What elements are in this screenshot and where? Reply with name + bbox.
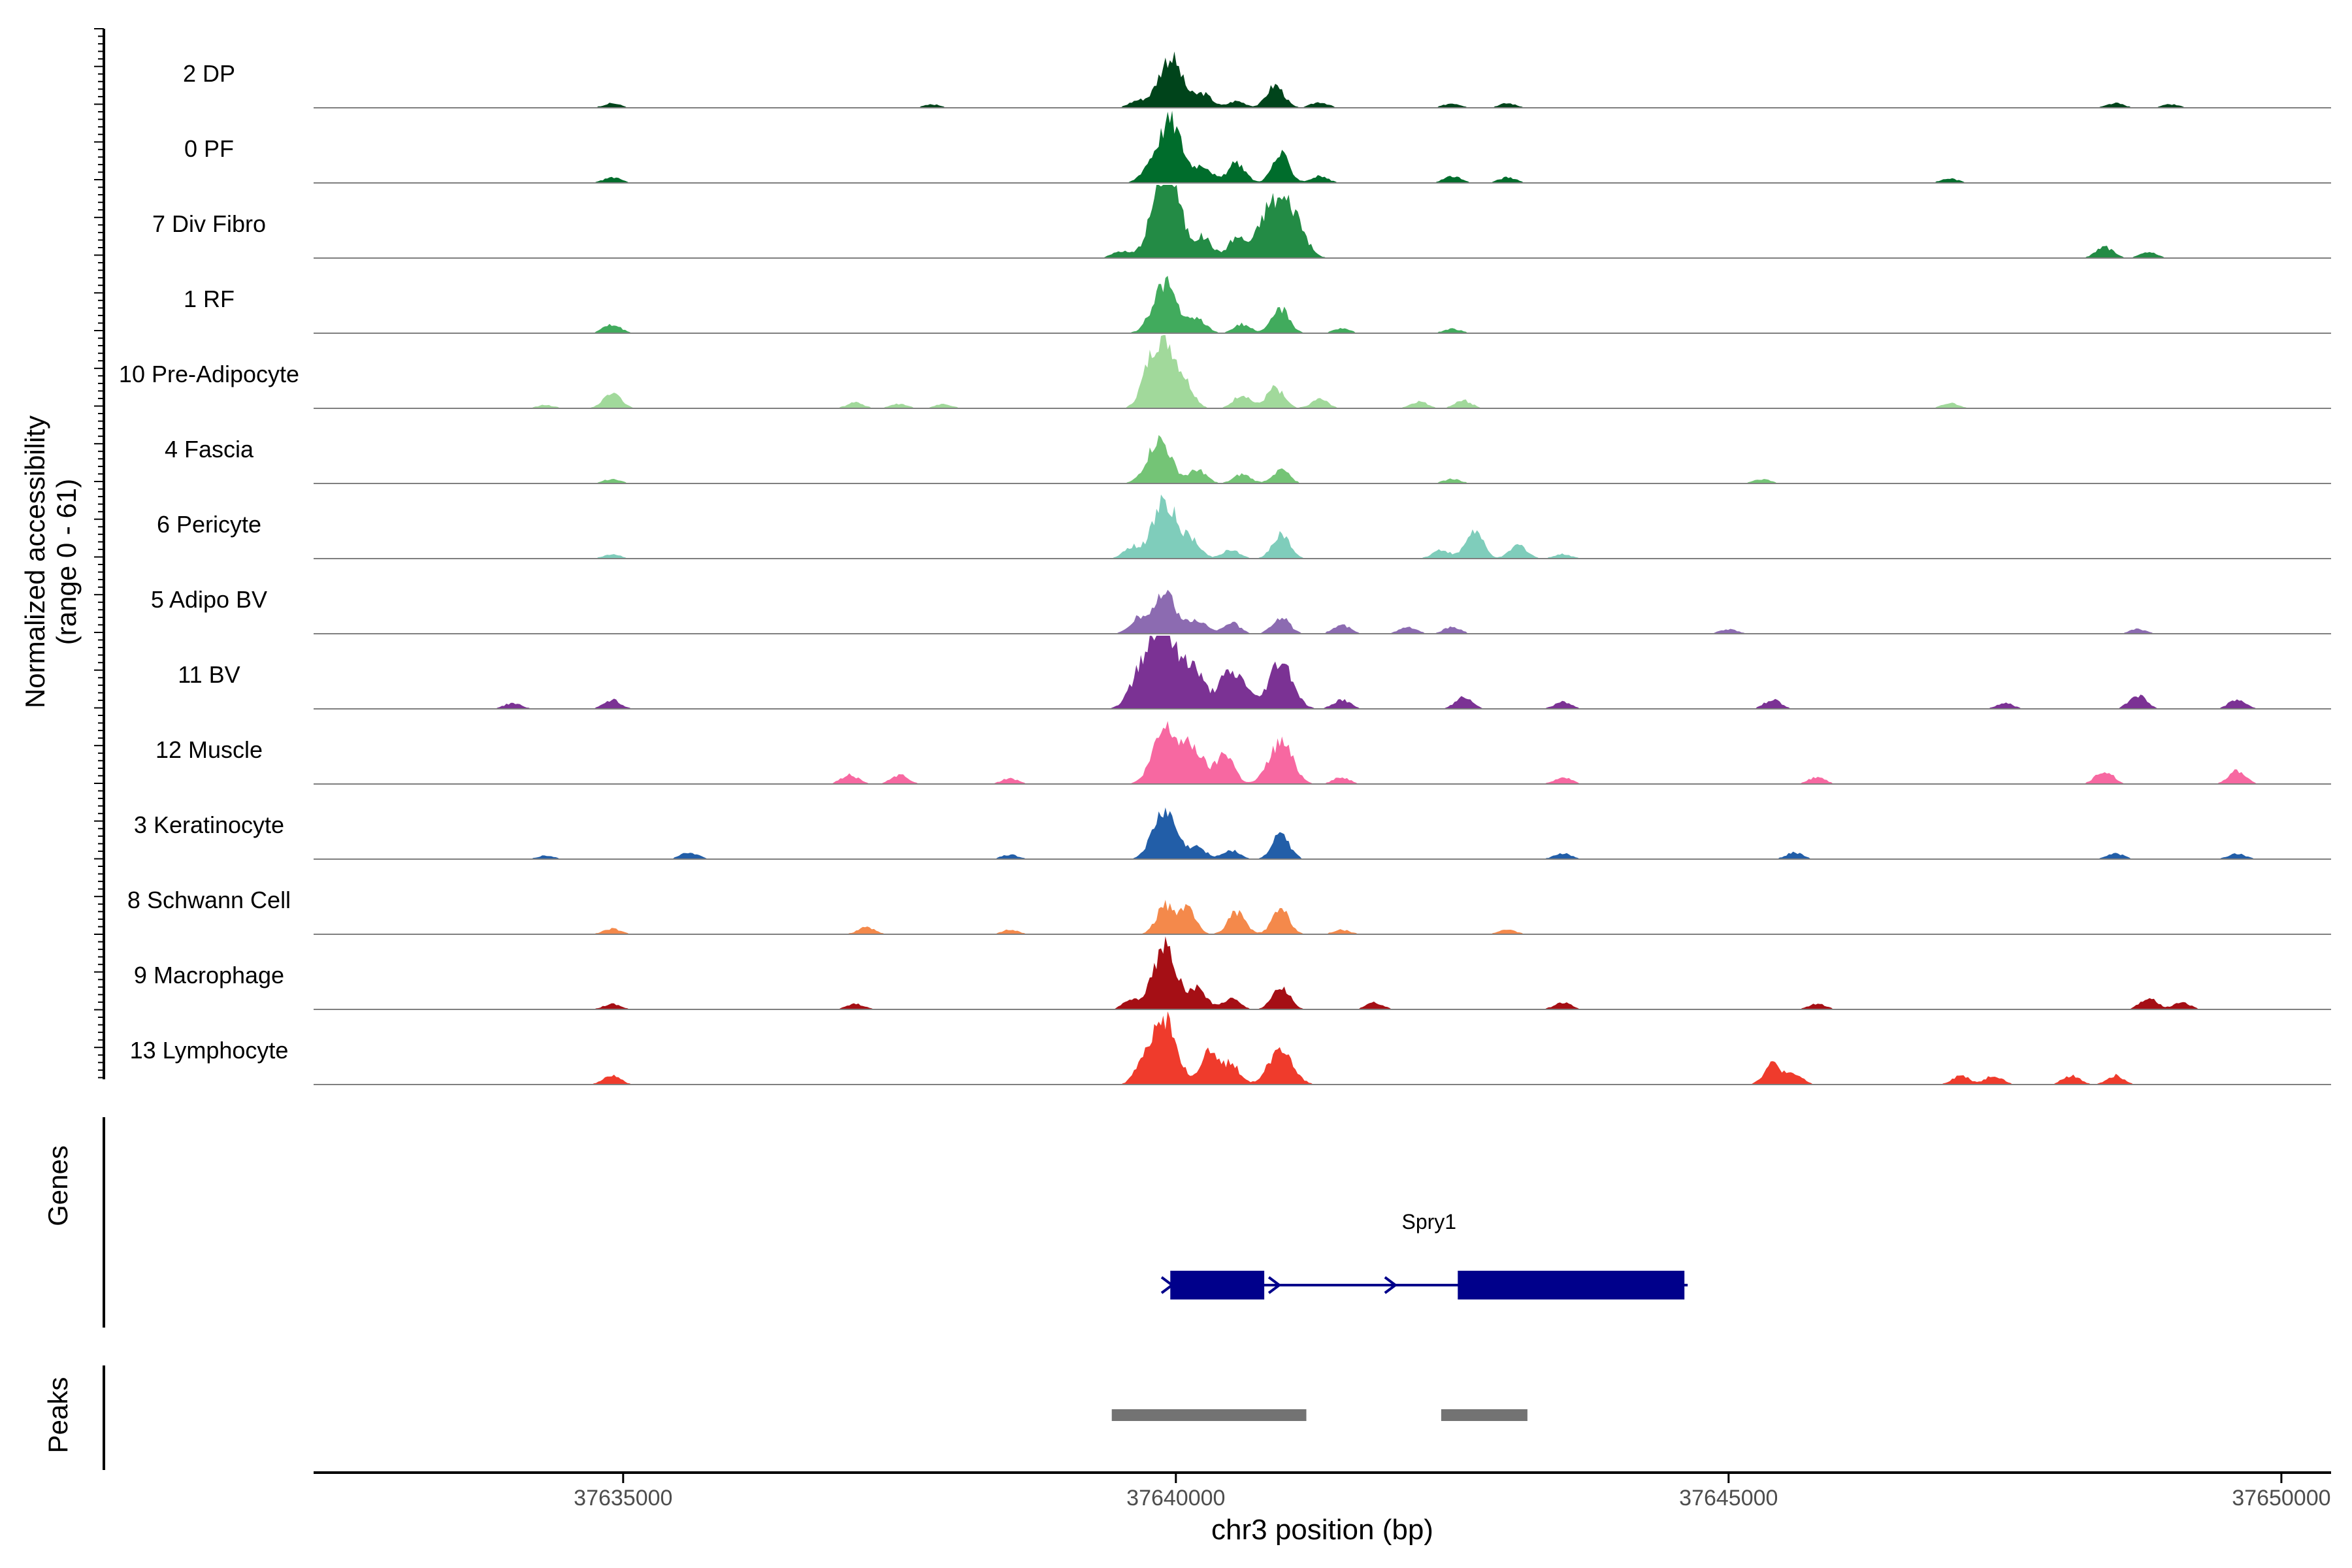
track-label: 12 Muscle: [155, 736, 263, 763]
track-label: 8 Schwann Cell: [127, 887, 291, 913]
track-label: 2 DP: [183, 60, 235, 87]
track-label: 5 Adipo BV: [151, 586, 267, 613]
track-label: 6 Pericyte: [157, 511, 261, 538]
gene-model: [1160, 1271, 1688, 1299]
coverage-area: [314, 110, 2331, 183]
gene-exon: [1170, 1271, 1265, 1299]
coverage-area: [314, 900, 2331, 934]
x-axis: 37635000 37640000 37645000 37650000 chr3 po…: [314, 1471, 2331, 1546]
coverage-track: 5 Adipo BV: [151, 586, 2331, 634]
coverage-area: [314, 589, 2331, 634]
coverage-area: [314, 276, 2331, 333]
peak-region-bar: [1441, 1409, 1527, 1421]
y-axis-ticks: [94, 28, 105, 1079]
gene-exon: [1458, 1271, 1685, 1299]
x-axis-title: chr3 position (bp): [1211, 1514, 1433, 1546]
coverage-track: 9 Macrophage: [134, 936, 2331, 1010]
coverage-area: [314, 1011, 2331, 1085]
coverage-track: 12 Muscle: [155, 721, 2331, 785]
coverage-area: [314, 636, 2331, 709]
coverage-area: [314, 51, 2331, 108]
coverage-track: 4 Fascia: [165, 434, 2331, 484]
track-label: 11 BV: [178, 661, 240, 688]
y-axis-title: Normalized accessibility (range 0 - 61): [20, 416, 82, 708]
track-label: 13 Lymphocyte: [130, 1037, 289, 1064]
coverage-track: 11 BV: [178, 636, 2331, 710]
track-label: 4 Fascia: [165, 436, 254, 463]
coverage-area: [314, 721, 2331, 784]
coverage-tracks: 2 DP 0 PF 7 Div Fibro 1 RF 10 Pre-Adipocyte 4…: [119, 51, 2331, 1085]
genes-panel: Genes Spry1: [42, 1117, 1688, 1328]
peak-regions: [1111, 1409, 1527, 1421]
coverage-area: [314, 434, 2331, 483]
coverage-track: 2 DP: [183, 51, 2331, 108]
coverage-track: 7 Div Fibro: [152, 185, 2331, 259]
coverage-track: 3 Keratinocyte: [134, 807, 2331, 860]
x-axis-ticks: 37635000 37640000 37645000 37650000: [574, 1473, 2331, 1511]
x-axis-tick-label: 37640000: [1126, 1486, 1225, 1511]
track-label: 9 Macrophage: [134, 962, 284, 988]
track-label: 1 RF: [184, 286, 235, 312]
coverage-track: 1 RF: [184, 276, 2331, 334]
coverage-area: [314, 807, 2331, 859]
x-axis-tick-label: 37645000: [1679, 1486, 1778, 1511]
coverage-area: [314, 185, 2331, 258]
coverage-track: 13 Lymphocyte: [130, 1011, 2331, 1085]
genes-panel-label: Genes: [42, 1145, 73, 1226]
peaks-panel: Peaks: [42, 1365, 1527, 1470]
coverage-area: [314, 494, 2331, 559]
coverage-area: [314, 936, 2331, 1009]
track-label: 3 Keratinocyte: [134, 811, 284, 838]
track-label: 0 PF: [184, 135, 234, 162]
strand-arrow-icon: [1384, 1276, 1398, 1294]
y-axis-title-line1: Normalized accessibility: [20, 416, 50, 708]
coverage-track: 8 Schwann Cell: [127, 887, 2331, 935]
x-axis-tick-label: 37650000: [2232, 1486, 2330, 1511]
coverage-area: [314, 335, 2331, 408]
coverage-track: 6 Pericyte: [157, 494, 2331, 559]
coverage-track: 10 Pre-Adipocyte: [119, 335, 2331, 409]
y-axis-title-line2: (range 0 - 61): [51, 479, 82, 645]
coverage-track: 0 PF: [184, 110, 2331, 184]
strand-arrow-icon: [1160, 1276, 1175, 1294]
track-label: 7 Div Fibro: [152, 210, 266, 237]
gene-name-label: Spry1: [1402, 1210, 1457, 1233]
x-axis-tick-label: 37635000: [574, 1486, 672, 1511]
peaks-panel-label: Peaks: [42, 1377, 73, 1454]
peak-region-bar: [1111, 1409, 1307, 1421]
track-label: 10 Pre-Adipocyte: [119, 361, 299, 387]
strand-arrow-icon: [1267, 1276, 1282, 1294]
